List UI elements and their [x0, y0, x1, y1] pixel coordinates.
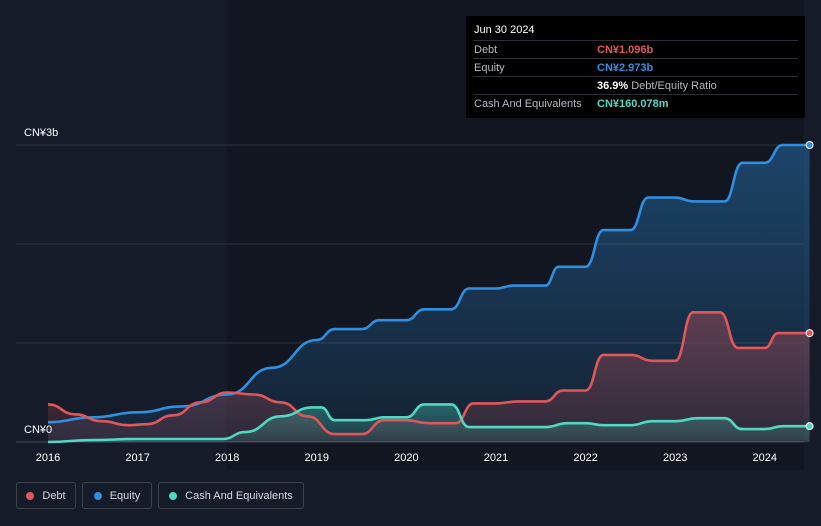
tooltip-equity-value: CN¥2.973b [597, 61, 654, 74]
x-tick-label: 2021 [484, 452, 508, 464]
legend-dot-icon [93, 491, 102, 500]
legend-label: Debt [42, 489, 66, 502]
legend-item-equity[interactable]: Equity [82, 482, 152, 509]
x-tick-label: 2024 [753, 452, 777, 464]
tooltip-label: Cash And Equivalents [474, 97, 582, 110]
x-tick-label: 2017 [125, 452, 149, 464]
debt-endpoint [805, 329, 814, 338]
tooltip-label: Debt [474, 43, 498, 56]
tooltip-cash-value: CN¥160.078m [597, 97, 669, 110]
tooltip-ratio-caption: Debt/Equity Ratio [631, 79, 717, 92]
series-endpoints [805, 141, 814, 431]
x-tick-label: 2018 [215, 452, 239, 464]
legend-dot-icon [169, 491, 178, 500]
cash-and-equivalents-endpoint [805, 422, 814, 431]
legend-dot-icon [26, 491, 35, 500]
y-tick-label: CN¥3b [24, 127, 58, 139]
x-tick-label: 2019 [305, 452, 329, 464]
equity-endpoint [805, 141, 814, 149]
equity-line [47, 143, 810, 424]
x-tick-label: 2023 [663, 452, 687, 464]
x-tick-label: 2022 [573, 452, 597, 464]
legend-label: Cash And Equivalents [185, 489, 293, 502]
tooltip-label: Equity [474, 61, 505, 74]
legend-item-debt[interactable]: Debt [16, 482, 76, 509]
x-axis-labels: 2016 2017 2018 2019 2020 2021 2022 2023 2024 [36, 452, 777, 464]
cash-and-equivalents-line [47, 403, 810, 444]
y-tick-label: CN¥0 [24, 424, 52, 436]
tooltip-debt-value: CN¥1.096b [597, 43, 654, 56]
tooltip-row-ratio: 36.9% Debt/Equity Ratio [473, 76, 798, 94]
x-tick-label: 2020 [394, 452, 418, 464]
y-axis-labels: CN¥0 CN¥3b [24, 127, 58, 436]
debt-area [48, 312, 810, 442]
tooltip-row-equity: Equity CN¥2.973b [473, 58, 798, 76]
debt-line [47, 310, 810, 436]
tooltip-row-cash: Cash And Equivalents CN¥160.078m [473, 94, 798, 112]
tooltip-date: Jun 30 2024 [474, 24, 535, 36]
series-lines [47, 143, 810, 444]
tooltip-ratio-value: 36.9% [597, 79, 629, 92]
legend-label: Equity [109, 489, 141, 502]
tooltip: Jun 30 2024 Debt CN¥1.096b Equity CN¥2.9… [466, 16, 805, 118]
tooltip-row-debt: Debt CN¥1.096b [473, 40, 798, 58]
legend-item-cash[interactable]: Cash And Equivalents [158, 482, 304, 509]
x-tick-label: 2016 [36, 452, 60, 464]
